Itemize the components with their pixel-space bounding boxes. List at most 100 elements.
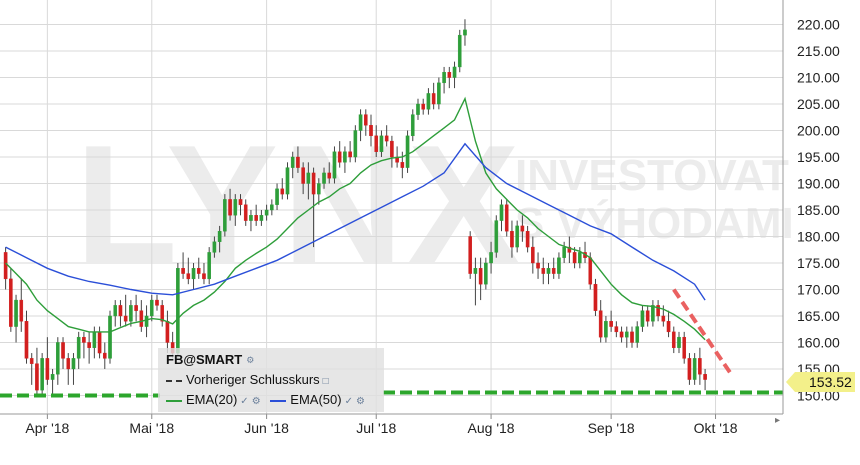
- candle-up: [233, 199, 238, 216]
- candle-up: [207, 252, 211, 280]
- candle-up: [379, 135, 384, 152]
- candle-down: [134, 305, 138, 311]
- candle-up: [223, 199, 227, 232]
- candle-down: [666, 321, 671, 333]
- candle-up: [129, 305, 133, 322]
- candle-down: [363, 114, 368, 126]
- x-tick-label: Aug '18: [468, 420, 515, 436]
- candle-up: [270, 204, 274, 211]
- candle-down: [520, 225, 525, 232]
- y-tick-label: 220.00: [797, 17, 840, 33]
- candle-down: [186, 273, 191, 280]
- candle-up: [76, 336, 81, 359]
- scroll-right-icon[interactable]: ▸: [775, 415, 781, 426]
- candle-up: [306, 172, 311, 184]
- check-icon[interactable]: ✓: [344, 396, 353, 407]
- candle-up: [144, 315, 149, 327]
- candle-down: [29, 358, 34, 364]
- candle-down: [348, 151, 352, 158]
- legend-ema-row: EMA(20) ✓ ⚙ EMA(50) ✓ ⚙: [166, 391, 371, 409]
- legend-ema50[interactable]: EMA(50) ✓ ⚙: [270, 391, 365, 411]
- green-line-swatch-icon: [166, 399, 182, 402]
- candle-down: [390, 140, 394, 158]
- legend-panel: FB@SMART ⚙ Vorheriger Schlusskurs □ EMA(20…: [158, 348, 384, 412]
- candle-up: [677, 336, 681, 348]
- legend-prev-close-row: Vorheriger Schlusskurs □: [166, 371, 329, 389]
- legend-ema20[interactable]: EMA(20) ✓ ⚙: [166, 391, 261, 411]
- y-tick-label: 165.00: [797, 308, 840, 324]
- candle-up: [442, 72, 446, 84]
- candle-up: [317, 183, 321, 195]
- candle-down: [609, 321, 613, 327]
- candle-down: [447, 72, 452, 78]
- candle-down: [551, 268, 556, 274]
- candle-up: [557, 257, 561, 274]
- x-tick-label: Mai '18: [129, 420, 174, 436]
- candle-down: [24, 321, 29, 359]
- candle-down: [45, 358, 50, 380]
- x-tick-label: Jun '18: [244, 420, 289, 436]
- candle-up: [108, 315, 112, 359]
- candle-down: [155, 299, 159, 306]
- candle-down: [541, 268, 546, 274]
- candle-up: [562, 246, 566, 258]
- lynx-watermark: LYNX INVESTOVAT S VÝHODAMI: [75, 110, 794, 298]
- gear-icon[interactable]: ⚙: [246, 355, 255, 365]
- blue-line-swatch-icon: [270, 399, 287, 402]
- series-line-ema50: [5, 142, 706, 301]
- candle-up: [149, 299, 154, 317]
- gear-icon[interactable]: ⚙: [251, 396, 261, 407]
- candle-up: [71, 358, 76, 370]
- candle-up: [322, 172, 326, 184]
- y-tick-label: 210.00: [797, 70, 840, 86]
- candle-down: [478, 268, 483, 285]
- y-tick-label: 160.00: [797, 334, 840, 350]
- trend-line: [672, 288, 733, 376]
- candle-up: [463, 29, 467, 36]
- candle-down: [102, 352, 107, 359]
- candle-down: [431, 93, 436, 105]
- checkbox-icon[interactable]: □: [322, 376, 329, 387]
- candle-down: [619, 331, 624, 338]
- y-tick-label: 170.00: [797, 281, 840, 297]
- candle-down: [656, 305, 660, 317]
- candle-down: [703, 374, 707, 380]
- y-tick-label: 180.00: [797, 228, 840, 244]
- candle-down: [139, 310, 144, 327]
- candle-down: [531, 246, 535, 264]
- candle-down: [19, 299, 24, 322]
- candle-up: [624, 331, 629, 338]
- gear-icon[interactable]: ⚙: [355, 396, 365, 407]
- candle-down: [400, 162, 405, 168]
- candle-down: [61, 342, 65, 359]
- candle-down: [698, 358, 702, 375]
- y-tick-label: 175.00: [797, 255, 840, 271]
- candle-down: [504, 204, 509, 232]
- candle-up: [275, 188, 279, 205]
- candle-up: [416, 103, 420, 115]
- candle-down: [682, 336, 687, 359]
- candle-up: [212, 241, 217, 253]
- candle-down: [160, 305, 165, 322]
- candle-up: [457, 34, 462, 68]
- legend-prev-close: Vorheriger Schlusskurs: [186, 372, 320, 387]
- candle-up: [437, 82, 441, 105]
- candle-up: [285, 167, 290, 195]
- candle-up: [217, 230, 222, 242]
- candle-down: [196, 268, 201, 274]
- candle-down: [97, 331, 102, 354]
- candle-up: [604, 321, 608, 338]
- candles: [3, 19, 707, 396]
- candle-up: [176, 268, 180, 354]
- candle-up: [56, 342, 60, 375]
- x-tick-label: Okt '18: [694, 420, 738, 436]
- candle-up: [50, 374, 55, 380]
- candle-up: [473, 268, 478, 274]
- candle-up: [264, 209, 269, 216]
- candle-up: [113, 305, 118, 317]
- check-icon[interactable]: ✓: [240, 396, 249, 407]
- candle-down: [228, 199, 232, 216]
- candle-up: [452, 66, 457, 78]
- candle-up: [14, 299, 18, 327]
